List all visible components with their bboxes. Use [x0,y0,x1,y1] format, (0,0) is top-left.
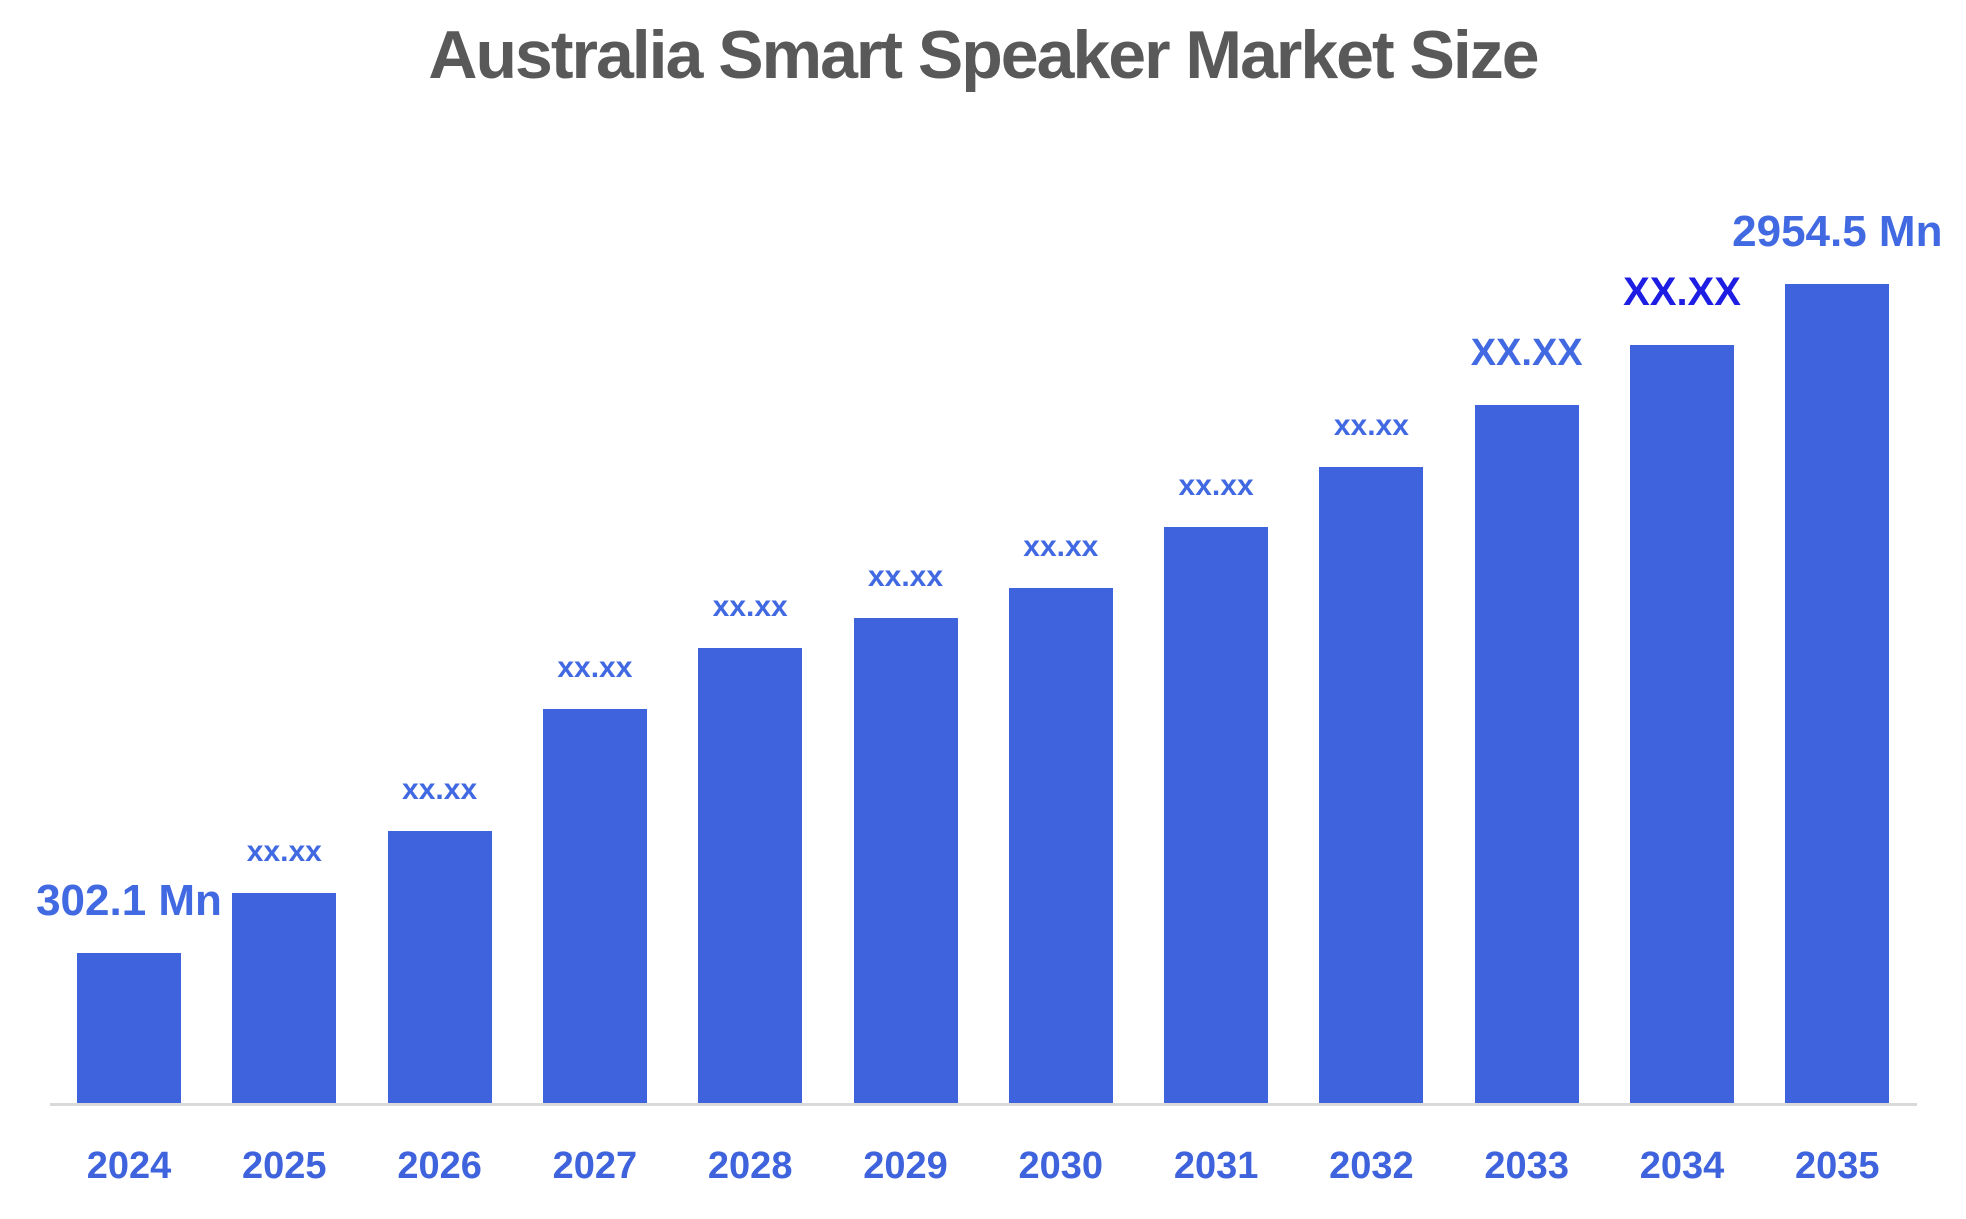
bar-column-2033: XX.XX 2033 [1471,0,1583,1185]
bar-2025 [232,893,337,1103]
x-axis-label-2025: 2025 [242,1145,327,1187]
bar-column-2028: xx.xx 2028 [698,0,803,1185]
bar-column-2027: xx.xx 2027 [542,0,647,1185]
value-label-2035: 2954.5 Mn [1732,207,1943,256]
bar-2032 [1319,467,1424,1103]
value-label-2028: xx.xx [712,590,788,623]
bar-2035 [1785,284,1890,1103]
bar-column-2035: 2954.5 Mn 2035 [1732,0,1942,1186]
bar-2029 [853,618,958,1103]
x-axis-label-2027: 2027 [552,1145,638,1187]
x-axis-label-2029: 2029 [863,1145,948,1187]
value-label-2034: XX.XX [1623,270,1741,314]
bar-2026 [387,831,492,1103]
value-label-2025: xx.xx [246,835,322,868]
value-label-2024: 302.1 Mn [36,876,222,925]
bar-2031 [1164,527,1269,1103]
bar-2033 [1474,405,1579,1103]
bar-column-2032: xx.xx 2032 [1319,0,1424,1185]
bar-column-2034: XX.XX 2034 [1623,0,1741,1185]
x-axis-line [50,1103,1917,1106]
x-axis-label-2033: 2033 [1484,1145,1569,1187]
bar-column-2030: xx.xx 2030 [1008,0,1113,1185]
bar-2030 [1008,588,1113,1103]
x-axis-label-2034: 2034 [1639,1145,1725,1187]
value-label-2029: xx.xx [867,560,944,593]
value-label-2033: XX.XX [1470,332,1583,374]
bar-column-2026: xx.xx 2026 [387,0,492,1185]
bar-2024 [77,953,181,1103]
value-label-2032: xx.xx [1333,409,1409,442]
value-label-2030: xx.xx [1023,530,1099,563]
chart-title: Australia Smart Speaker Market Size [428,17,1539,93]
x-axis-label-2028: 2028 [707,1145,793,1187]
x-axis-label-2030: 2030 [1018,1145,1104,1187]
bar-2034 [1630,345,1734,1103]
x-axis-label-2024: 2024 [86,1145,172,1187]
bar-2028 [698,648,803,1103]
bar-column-2031: xx.xx 2031 [1164,0,1269,1185]
x-axis-label-2035: 2035 [1795,1145,1880,1187]
bar-column-2029: xx.xx 2029 [853,0,958,1185]
x-axis-label-2031: 2031 [1173,1145,1259,1187]
bar-2027 [542,709,647,1103]
value-label-2026: xx.xx [402,773,478,806]
value-label-2031: xx.xx [1178,469,1254,502]
x-axis-label-2032: 2032 [1329,1145,1414,1187]
bar-column-2025: xx.xx 2025 [232,0,337,1185]
bar-column-2024: 302.1 Mn 2024 [36,0,222,1186]
x-axis-label-2026: 2026 [397,1145,482,1187]
value-label-2027: xx.xx [557,651,633,684]
